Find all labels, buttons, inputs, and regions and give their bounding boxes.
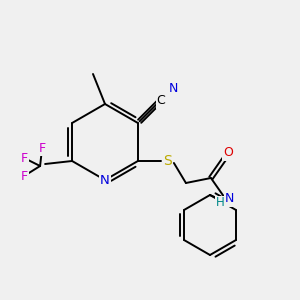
- Text: S: S: [164, 154, 172, 168]
- Text: N: N: [100, 173, 110, 187]
- Text: N: N: [225, 193, 235, 206]
- Text: F: F: [20, 152, 28, 164]
- Text: F: F: [38, 142, 46, 154]
- Text: H: H: [215, 196, 224, 209]
- Text: F: F: [20, 169, 28, 182]
- Text: N: N: [169, 82, 178, 95]
- Text: C: C: [157, 94, 165, 107]
- Text: O: O: [223, 146, 233, 160]
